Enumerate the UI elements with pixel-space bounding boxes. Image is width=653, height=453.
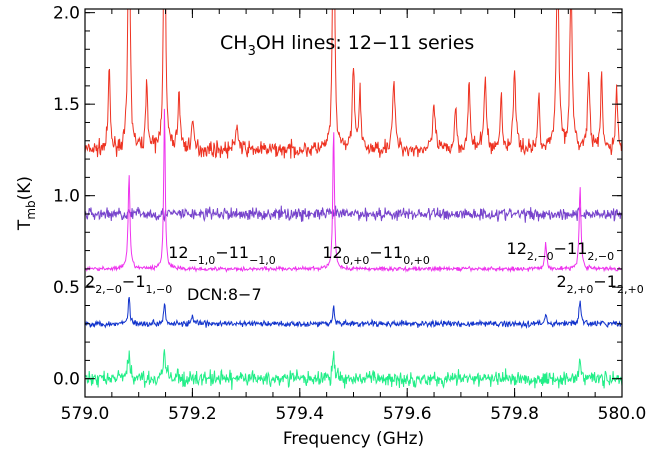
transition-label: 22,−0−11,−0 bbox=[85, 272, 172, 296]
y-tick-label: 0.5 bbox=[53, 278, 80, 298]
axes: 579.0 579.2 579.4 579.6 579.8 580.0 0.0 0.5 1.0 1… bbox=[15, 4, 646, 449]
transition-label: DCN:8−7 bbox=[187, 285, 262, 304]
x-tick-label: 579.6 bbox=[383, 404, 432, 424]
y-tick-label: 1.5 bbox=[53, 95, 80, 115]
transition-label: 120,+0−110,+0 bbox=[322, 243, 430, 267]
y-tick-label: 1.0 bbox=[53, 187, 80, 207]
y-tick-label: 0.0 bbox=[53, 370, 80, 390]
y-axis-label: Tmb(K) bbox=[15, 176, 38, 231]
x-tick-label: 579.8 bbox=[490, 404, 539, 424]
transition-label: 22,+0−12,+0 bbox=[556, 272, 643, 296]
x-tick-label: 579.2 bbox=[168, 404, 217, 424]
chart-title: CH3OH lines: 12−11 series bbox=[220, 32, 474, 59]
x-axis-label: Frequency (GHz) bbox=[283, 429, 424, 449]
y-tick-label: 2.0 bbox=[53, 4, 80, 24]
annotations: CH3OH lines: 12−11 series 12−1,0−11−1,0 12… bbox=[85, 32, 644, 304]
spectrum-traces bbox=[85, 9, 622, 390]
transition-label: 12−1,0−11−1,0 bbox=[168, 243, 276, 267]
spectrum-trace-4 bbox=[85, 296, 622, 330]
spectrum-trace-5 bbox=[85, 349, 622, 390]
spectrum-trace-2 bbox=[85, 205, 622, 223]
spectrum-trace-3 bbox=[85, 108, 622, 273]
x-tick-label: 580.0 bbox=[598, 404, 647, 424]
transition-label: 122,−0−112,−0 bbox=[507, 239, 615, 263]
x-tick-label: 579.0 bbox=[61, 404, 110, 424]
spectrum-trace-1 bbox=[85, 9, 622, 159]
x-tick-label: 579.4 bbox=[275, 404, 324, 424]
